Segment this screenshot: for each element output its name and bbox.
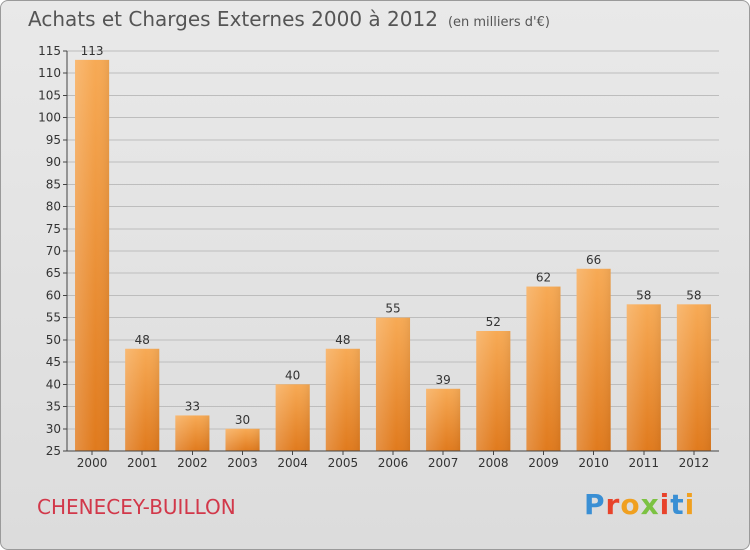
y-tick-label: 55	[46, 311, 61, 325]
bar-value-label: 48	[135, 333, 150, 347]
y-tick-label: 60	[46, 288, 61, 302]
y-tick-label: 85	[46, 177, 61, 191]
y-tick-label: 75	[46, 222, 61, 236]
logo-letter: t	[670, 488, 685, 521]
bar-value-label: 30	[235, 413, 250, 427]
axis-layer: 25 30 35 40 45 50 55 60 65 70 75 80 85 90 95 100 105 110 1…	[38, 44, 719, 470]
x-tick-label: 2004	[277, 456, 308, 470]
logo-letter: r	[605, 488, 621, 521]
bar-highlight	[426, 388, 461, 451]
x-tick-label: 2003	[227, 456, 258, 470]
bar-layer	[75, 59, 711, 452]
y-tick-label: 100	[38, 111, 61, 125]
chart-title-text: Achats et Charges Externes 2000 à 2012	[28, 7, 438, 31]
bar-highlight	[676, 304, 711, 451]
x-tick-label: 2012	[679, 456, 710, 470]
y-tick-label: 50	[46, 333, 61, 347]
x-tick-label: 2007	[428, 456, 459, 470]
x-tick-label: 2006	[378, 456, 409, 470]
bar-highlight	[576, 268, 611, 451]
x-tick-label: 2009	[528, 456, 559, 470]
bar-value-label: 39	[436, 373, 451, 387]
bar-value-label: 113	[81, 44, 104, 58]
y-tick-label: 40	[46, 377, 61, 391]
bar-highlight	[375, 317, 411, 451]
bar-highlight	[626, 304, 661, 451]
x-tick-label: 2008	[478, 456, 509, 470]
chart-unit: (en milliers d'€)	[447, 15, 550, 30]
y-tick-label: 30	[46, 422, 61, 436]
y-tick-label: 105	[38, 88, 61, 102]
y-tick-label: 35	[46, 400, 61, 414]
y-tick-label: 115	[38, 44, 61, 58]
logo-letter: i	[659, 488, 671, 521]
x-tick-label: 2002	[177, 456, 208, 470]
y-tick-label: 90	[46, 155, 61, 169]
y-tick-label: 110	[38, 66, 61, 80]
chart-title: Achats et Charges Externes 2000 à 2012 (e…	[28, 7, 550, 31]
bar-highlight	[225, 428, 260, 451]
bar-highlight	[275, 384, 310, 451]
x-tick-label: 2005	[328, 456, 359, 470]
city-name: CHENECEY-BUILLON	[37, 495, 236, 519]
logo-letter: x	[640, 488, 660, 521]
bar-value-label: 58	[636, 288, 651, 302]
x-tick-label: 2001	[127, 456, 158, 470]
x-tick-label: 2011	[628, 456, 659, 470]
x-tick-label: 2000	[77, 456, 108, 470]
proxiti-logo: Proxiti	[584, 488, 695, 521]
logo-letter: P	[584, 488, 606, 521]
bar-value-label: 62	[536, 271, 551, 285]
y-tick-label: 25	[46, 444, 61, 458]
bar-highlight	[526, 286, 561, 451]
bar-value-label: 55	[385, 302, 400, 316]
y-tick-label: 95	[46, 133, 61, 147]
y-tick-label: 65	[46, 266, 61, 280]
bar-highlight	[325, 348, 360, 451]
y-tick-label: 70	[46, 244, 61, 258]
bar-value-label: 66	[586, 253, 601, 267]
bar-highlight	[75, 59, 110, 452]
x-tick-label: 2010	[578, 456, 609, 470]
bar-value-label: 52	[486, 315, 501, 329]
y-tick-label: 45	[46, 355, 61, 369]
bar-highlight	[125, 348, 160, 451]
logo-letter: o	[620, 488, 641, 521]
bar-highlight	[476, 331, 511, 451]
bar-highlight	[175, 415, 210, 451]
bar-value-label: 58	[686, 288, 701, 302]
y-tick-label: 80	[46, 200, 61, 214]
bar-value-label: 40	[285, 368, 300, 382]
bar-value-label: 33	[185, 399, 200, 413]
bar-value-label: 48	[335, 333, 350, 347]
logo-letter: i	[684, 488, 696, 521]
